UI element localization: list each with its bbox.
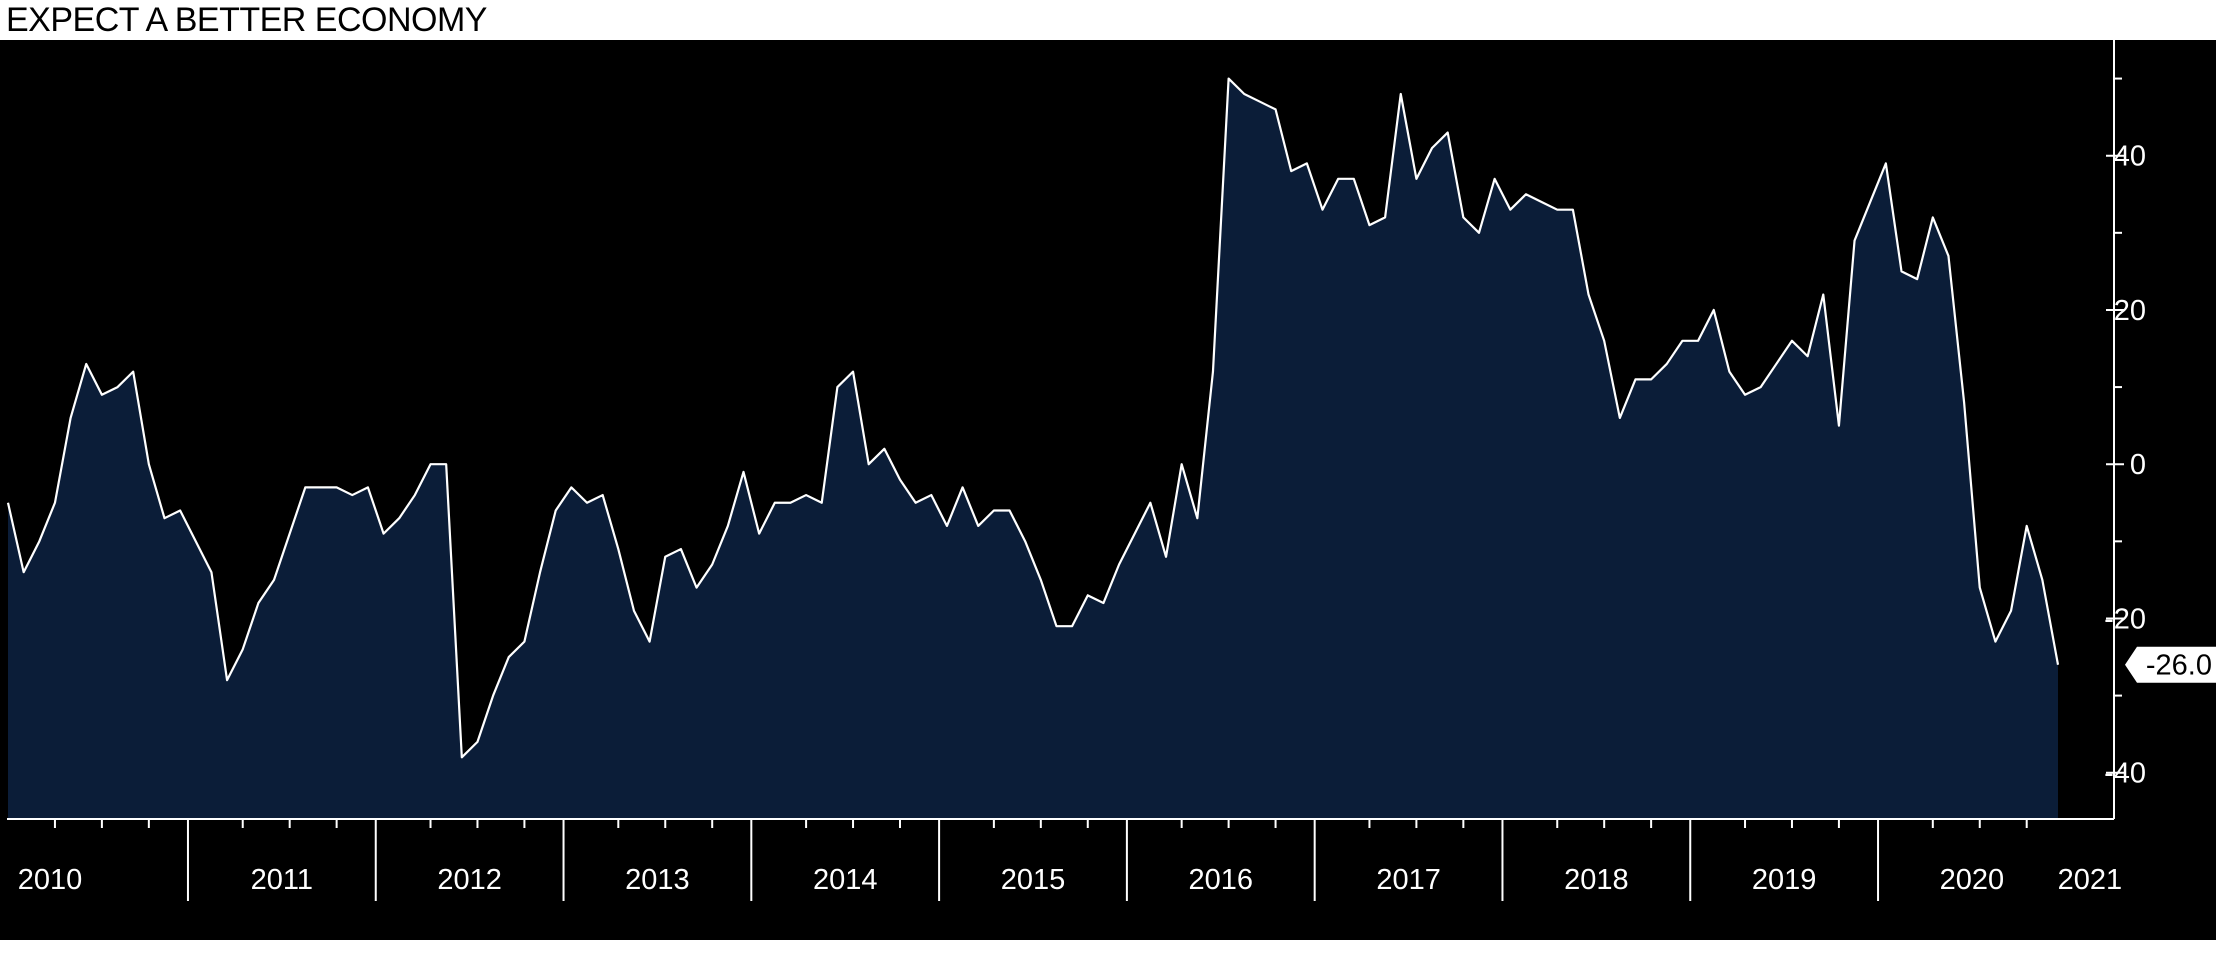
y-tick-label: -20 bbox=[2104, 603, 2146, 635]
last-value-marker bbox=[2125, 646, 2216, 683]
x-year-label: 2015 bbox=[1001, 864, 1066, 896]
x-year-label: 2010 bbox=[18, 864, 83, 896]
series-line bbox=[6, 77, 2060, 759]
y-tick-label: 0 bbox=[2130, 449, 2146, 481]
title-bar: EXPECT A BETTER ECONOMY bbox=[0, 0, 2216, 40]
chart-panel: 40 20 0 -20 -40 -26.0 2010 2011 2012 2013 2014 2015… bbox=[0, 40, 2216, 974]
x-year-label: 2016 bbox=[1189, 864, 1254, 896]
series-area bbox=[8, 78, 2058, 819]
area-chart: 40 20 0 -20 -40 -26.0 2010 2011 2012 2013 2014 2015… bbox=[6, 40, 2216, 901]
x-year-label: 2012 bbox=[437, 864, 502, 896]
x-year-label: 2021 bbox=[2058, 864, 2123, 896]
x-year-label: 2019 bbox=[1752, 864, 1817, 896]
footer-description: SBOIBUSC Index (NFIB Small Business Outl… bbox=[9, 945, 1199, 974]
x-year-label: 2018 bbox=[1564, 864, 1629, 896]
y-tick-label: -40 bbox=[2104, 758, 2146, 790]
x-year-label: 2013 bbox=[625, 864, 690, 896]
footer-timestamp: 08-Jun-2021 07:27:30 bbox=[1907, 945, 2209, 974]
x-year-label: 2017 bbox=[1376, 864, 1441, 896]
footer-copyright: Copyright© 2021 Bloomberg Finance L.P. bbox=[1258, 945, 1830, 974]
last-value-label: -26.0 bbox=[2146, 650, 2212, 682]
y-tick-label: 20 bbox=[2114, 295, 2146, 327]
chart-title: EXPECT A BETTER ECONOMY bbox=[6, 1, 488, 39]
x-year-label: 2014 bbox=[813, 864, 878, 896]
y-tick-label: 40 bbox=[2114, 141, 2146, 173]
x-year-label: 2011 bbox=[251, 864, 313, 896]
x-year-label: 2020 bbox=[1940, 864, 2005, 896]
